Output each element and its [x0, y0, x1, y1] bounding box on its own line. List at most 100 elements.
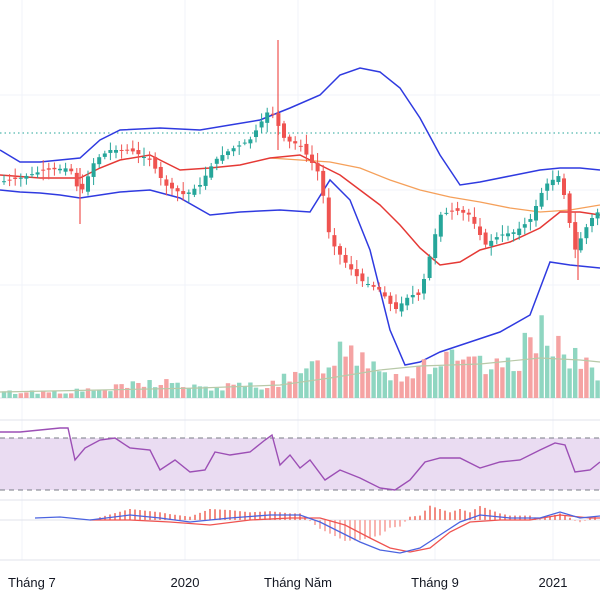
candle	[265, 107, 270, 133]
candle	[2, 174, 6, 185]
candle	[86, 170, 90, 196]
candle-body	[506, 233, 510, 237]
candle	[478, 218, 482, 241]
volume-bar	[393, 373, 399, 398]
candle	[102, 150, 107, 160]
macd-histogram-bar	[584, 520, 586, 521]
volume-bar	[399, 381, 404, 398]
candle-body	[562, 178, 566, 195]
candle-body	[304, 143, 309, 155]
candle	[35, 166, 40, 178]
candle-body	[410, 295, 415, 298]
macd-histogram-bar	[174, 514, 176, 520]
candle-body	[254, 130, 258, 138]
macd-histogram-bar	[544, 517, 546, 520]
volume-bar	[477, 355, 483, 398]
volume-bar	[343, 356, 348, 398]
candle	[511, 229, 516, 242]
candle	[556, 170, 561, 185]
macd-histogram-bar	[549, 516, 551, 520]
macd-histogram-bar	[334, 520, 336, 537]
macd-histogram-bar	[159, 512, 161, 520]
macd-histogram-bar	[419, 515, 421, 520]
macd-histogram-bar	[309, 520, 311, 522]
macd-histogram-bar	[559, 513, 561, 520]
candle	[237, 141, 242, 155]
candle-body	[478, 226, 482, 235]
price-panel	[0, 40, 600, 366]
volume-bar	[113, 384, 119, 398]
candle-body	[237, 145, 242, 147]
volume-bar	[455, 360, 460, 398]
macd-histogram-bar	[459, 509, 461, 520]
macd-histogram-bar	[199, 512, 201, 520]
candle	[248, 136, 253, 149]
candle-body	[427, 256, 432, 278]
volume-bar	[517, 370, 522, 398]
macd-histogram-bar	[139, 510, 141, 520]
candle-body	[259, 121, 264, 128]
volume-bar	[438, 366, 443, 398]
macd-histogram-bar	[189, 516, 191, 520]
macd-histogram-bar	[224, 509, 226, 520]
candle-body	[550, 179, 555, 186]
candle-body	[18, 177, 23, 179]
candle	[371, 281, 376, 291]
macd-histogram-bar	[414, 516, 416, 520]
macd-histogram-bar	[569, 517, 571, 520]
volume-bar	[405, 376, 410, 398]
volume-bar	[304, 368, 309, 398]
volume-bar	[97, 390, 102, 398]
macd-histogram-bar	[554, 514, 556, 520]
candle-body	[153, 156, 158, 169]
candle-body	[584, 227, 589, 239]
volume-bar	[511, 371, 516, 398]
candle	[405, 294, 410, 311]
candle-body	[86, 176, 90, 192]
candle-body	[170, 182, 174, 189]
volume-panel	[0, 315, 600, 398]
candle	[399, 296, 404, 317]
volume-bar	[158, 385, 163, 398]
macd-histogram-bar	[164, 513, 166, 520]
candle	[209, 162, 214, 180]
candle-body	[97, 157, 102, 165]
volume-bar	[371, 361, 376, 398]
volume-bar	[237, 382, 242, 398]
volume-bar	[573, 347, 578, 398]
volume-bar	[416, 365, 421, 398]
candle-body	[461, 209, 466, 213]
volume-bar	[449, 349, 455, 398]
candle-body	[293, 141, 298, 144]
candle-body	[220, 155, 225, 161]
macd-histogram-bar	[409, 516, 411, 520]
volume-bar	[80, 391, 85, 398]
macd-histogram-bar	[144, 510, 146, 520]
candle-body	[158, 166, 163, 178]
candle-body	[63, 168, 68, 172]
macd-histogram-bar	[449, 512, 451, 520]
candle-body	[349, 264, 354, 270]
volume-bar	[63, 393, 68, 398]
candle	[142, 147, 146, 166]
macd-line	[34, 511, 600, 554]
candle-body	[13, 177, 18, 179]
candle	[119, 144, 124, 159]
candle	[427, 254, 432, 281]
candle	[377, 282, 382, 292]
candle-body	[394, 302, 398, 309]
volume-bar	[220, 390, 225, 398]
candle	[410, 285, 415, 304]
macd-histogram-bar	[469, 512, 471, 520]
candle-body	[24, 175, 29, 179]
macd-histogram-bar	[489, 509, 491, 520]
volume-bar	[181, 387, 186, 398]
candle-body	[590, 218, 594, 227]
macd-histogram-bar	[389, 520, 391, 528]
time-axis: Tháng 7 2020 Tháng Năm Tháng 9 2021	[8, 575, 567, 590]
candle-body	[483, 232, 488, 245]
volume-bar	[214, 387, 219, 398]
volume-bar	[293, 371, 298, 398]
candle	[360, 268, 365, 287]
